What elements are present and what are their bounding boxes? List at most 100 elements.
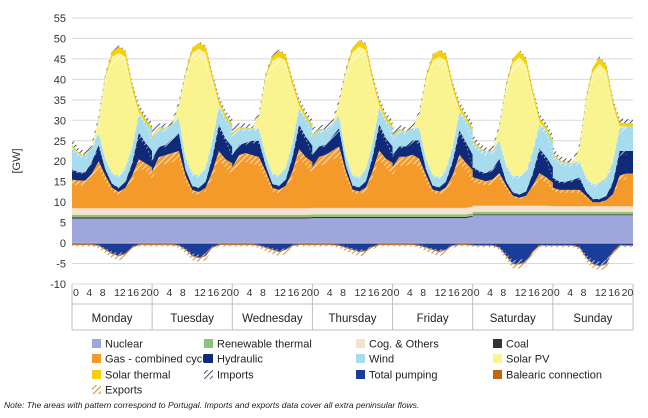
- legend-label: Exports: [105, 385, 143, 397]
- legend-item: Cog. & Others: [356, 339, 439, 351]
- area-solar-pv-portugal: [72, 46, 627, 164]
- hour-tick-label: 20: [221, 287, 233, 299]
- legend-swatch: [92, 385, 101, 394]
- hour-tick-label: 20: [301, 287, 313, 299]
- hour-tick-label: 12: [355, 287, 367, 299]
- hour-tick-label: 20: [381, 287, 393, 299]
- y-tick-label: -10: [50, 279, 66, 291]
- legend-swatch: [92, 354, 101, 363]
- area-imports: [72, 38, 633, 163]
- legend-swatch: [493, 370, 502, 379]
- legend-item: Wind: [356, 354, 394, 366]
- hour-tick-label: 16: [448, 287, 460, 299]
- legend-swatch: [92, 370, 101, 379]
- legend-item: Solar thermal: [92, 370, 170, 382]
- hour-tick-label: 8: [340, 287, 346, 299]
- hour-tick-label: 0: [474, 287, 480, 299]
- legend-item: Imports: [204, 370, 254, 382]
- legend-swatch: [204, 354, 213, 363]
- legend-label: Coal: [506, 339, 529, 351]
- area-cog-others: [72, 205, 633, 215]
- hour-tick-label: 8: [581, 287, 587, 299]
- hour-tick-label: 8: [500, 287, 506, 299]
- day-label: Tuesday: [170, 313, 214, 325]
- legend-item: Gas - combined cycle: [92, 354, 211, 366]
- area-coal: [72, 214, 633, 219]
- hour-tick-label: 8: [100, 287, 106, 299]
- y-tick-label: 20: [54, 156, 66, 168]
- hour-tick-label: 12: [274, 287, 286, 299]
- area-nuclear: [72, 215, 633, 244]
- hour-tick-label: 20: [461, 287, 473, 299]
- area-renewable-thermal: [72, 212, 633, 218]
- y-tick-label: 15: [54, 177, 66, 189]
- legend-label: Solar thermal: [105, 370, 170, 382]
- area-layer: [72, 38, 633, 271]
- day-label: Monday: [92, 313, 133, 325]
- hour-tick-label: 4: [167, 287, 173, 299]
- hour-tick-label: 8: [420, 287, 426, 299]
- hour-tick-label: 16: [127, 287, 139, 299]
- legend-swatch: [493, 339, 502, 348]
- legend-swatch: [493, 354, 502, 363]
- legend-item: Hydraulic: [204, 354, 263, 366]
- hour-tick-label: 8: [180, 287, 186, 299]
- legend-label: Renewable thermal: [217, 339, 312, 351]
- day-label: Sunday: [573, 313, 612, 325]
- legend-label: Cog. & Others: [369, 339, 439, 351]
- legend-item: Total pumping: [356, 370, 438, 382]
- legend-layer: Nuclear Renewable thermal Cog. & Others Coa…: [92, 339, 602, 397]
- legend-swatch: [92, 339, 101, 348]
- legend-label: Total pumping: [369, 370, 438, 382]
- legend-label: Gas - combined cycle: [105, 354, 211, 366]
- day-label: Wednesday: [242, 313, 303, 325]
- legend-swatch: [204, 370, 213, 379]
- legend-item: Solar PV: [493, 354, 550, 366]
- day-label: Saturday: [490, 313, 536, 325]
- hour-tick-label: 4: [247, 287, 253, 299]
- legend-item: Exports: [92, 385, 143, 397]
- hour-tick-label: 16: [608, 287, 620, 299]
- hour-tick-label: 16: [288, 287, 300, 299]
- hour-tick-label: 12: [595, 287, 607, 299]
- hour-tick-label: 0: [313, 287, 319, 299]
- hour-tick-label: 20: [141, 287, 153, 299]
- legend-label: Wind: [369, 354, 394, 366]
- y-tick-label: 5: [60, 218, 66, 230]
- hour-tick-label: 20: [542, 287, 554, 299]
- hour-tick-label: 4: [487, 287, 493, 299]
- legend-item: Renewable thermal: [204, 339, 312, 351]
- y-tick-label: 35: [54, 95, 66, 107]
- legend-swatch: [356, 339, 365, 348]
- y-tick-label: 45: [54, 54, 66, 66]
- y-tick-label: 25: [54, 136, 66, 148]
- hour-tick-label: 16: [368, 287, 380, 299]
- legend-label: Hydraulic: [217, 354, 263, 366]
- hour-tick-label: 0: [394, 287, 400, 299]
- hour-tick-label: 4: [86, 287, 92, 299]
- hour-tick-label: 16: [208, 287, 220, 299]
- y-axis-label: [GW]: [11, 148, 23, 173]
- y-tick-label: 30: [54, 115, 66, 127]
- hour-tick-label: 0: [554, 287, 560, 299]
- legend-item: Balearic connection: [493, 370, 602, 382]
- hour-tick-label: 4: [407, 287, 413, 299]
- hour-tick-label: 12: [515, 287, 527, 299]
- area-exports: [72, 245, 633, 271]
- hour-tick-label: 12: [435, 287, 447, 299]
- area-balearic-connection: [72, 244, 633, 267]
- hour-tick-label: 20: [622, 287, 634, 299]
- hour-tick-label: 0: [233, 287, 239, 299]
- legend-swatch: [356, 354, 365, 363]
- y-tick-label: 40: [54, 74, 66, 86]
- area-wind: [72, 106, 633, 199]
- hour-tick-label: 12: [114, 287, 126, 299]
- chart-note: Note: The areas with pattern correspond …: [4, 400, 419, 410]
- legend-swatch: [356, 370, 365, 379]
- legend-label: Solar PV: [506, 354, 550, 366]
- legend-label: Balearic connection: [506, 370, 602, 382]
- y-tick-label: 0: [60, 238, 66, 250]
